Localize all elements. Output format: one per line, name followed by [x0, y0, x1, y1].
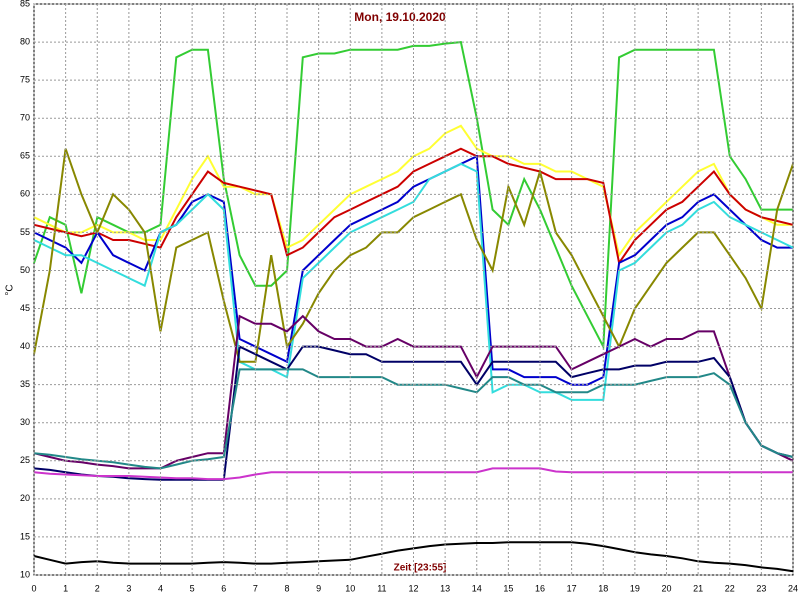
y-tick-label: 80 [20, 36, 30, 46]
y-tick-label: 30 [20, 417, 30, 427]
x-tick-label: 22 [725, 583, 735, 593]
x-tick-label: 2 [95, 583, 100, 593]
x-tick-label: 16 [535, 583, 545, 593]
x-tick-label: 21 [693, 583, 703, 593]
x-tick-label: 15 [503, 583, 513, 593]
y-axis-label: °C [5, 284, 16, 295]
y-tick-label: 70 [20, 113, 30, 123]
y-tick-label: 65 [20, 151, 30, 161]
y-tick-label: 55 [20, 227, 30, 237]
x-tick-label: 4 [158, 583, 163, 593]
x-tick-label: 18 [598, 583, 608, 593]
x-tick-label: 7 [253, 583, 258, 593]
x-tick-label: 9 [316, 583, 321, 593]
y-tick-label: 60 [20, 189, 30, 199]
x-tick-label: 5 [190, 583, 195, 593]
y-tick-label: 50 [20, 265, 30, 275]
x-tick-label: 3 [126, 583, 131, 593]
x-tick-label: 14 [472, 583, 482, 593]
y-tick-label: 45 [20, 303, 30, 313]
y-tick-label: 10 [20, 569, 30, 579]
chart-title: Mon, 19.10.2020 [354, 10, 446, 24]
y-tick-label: 40 [20, 341, 30, 351]
x-tick-label: 0 [31, 583, 36, 593]
x-tick-label: 19 [630, 583, 640, 593]
x-tick-label: 12 [408, 583, 418, 593]
x-tick-label: 1 [63, 583, 68, 593]
x-tick-label: 10 [345, 583, 355, 593]
y-tick-label: 75 [20, 75, 30, 85]
x-tick-label: 6 [221, 583, 226, 593]
y-tick-label: 15 [20, 531, 30, 541]
x-tick-label: 23 [756, 583, 766, 593]
x-tick-label: 24 [788, 583, 798, 593]
y-tick-label: 35 [20, 379, 30, 389]
x-tick-label: 11 [377, 583, 386, 593]
y-tick-label: 85 [20, 0, 30, 8]
x-tick-label: 8 [284, 583, 289, 593]
x-tick-label: 13 [440, 583, 450, 593]
x-tick-label: 17 [567, 583, 577, 593]
annotation: Zeit [23:55] [394, 563, 447, 574]
x-tick-label: 20 [661, 583, 671, 593]
y-tick-label: 25 [20, 455, 30, 465]
y-tick-label: 20 [20, 493, 30, 503]
